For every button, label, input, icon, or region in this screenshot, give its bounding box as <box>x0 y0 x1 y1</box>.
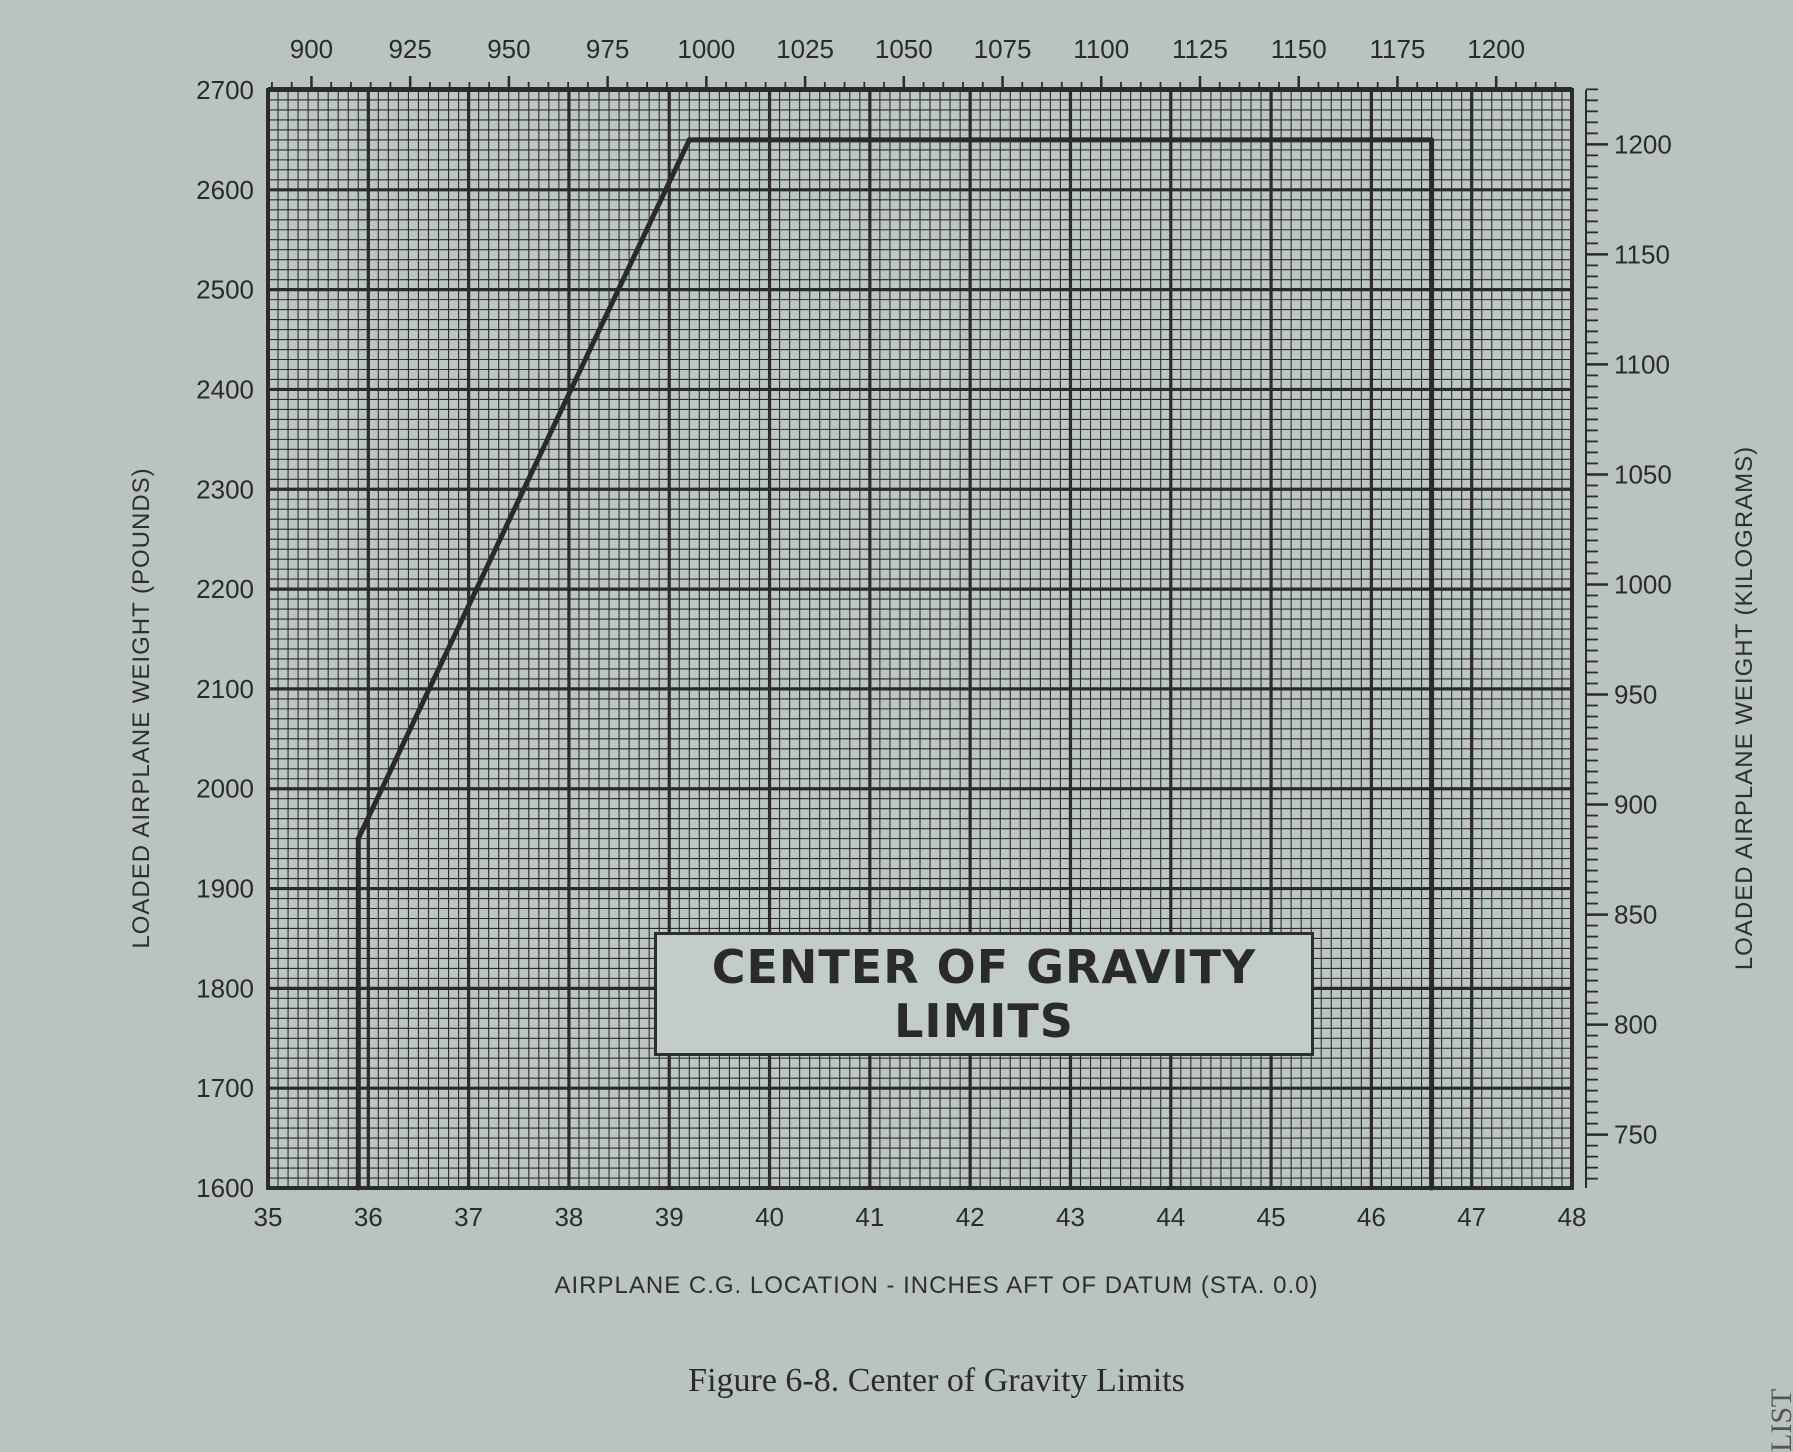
y-left-tick-label: 1700 <box>196 1073 254 1103</box>
chart-title-line-1: CENTER OF GRAVITY <box>711 940 1257 994</box>
x-tick-label: 47 <box>1457 1202 1486 1232</box>
series-layer <box>355 137 1435 1191</box>
y-left-tick-label: 2700 <box>196 75 254 105</box>
top-axis-tick-label: 1025 <box>776 34 834 64</box>
y-left-tick-label: 1900 <box>196 874 254 904</box>
x-tick-label: 37 <box>454 1202 483 1232</box>
y-left-tick-label: 2200 <box>196 574 254 604</box>
y-axis-right-title: LOADED AIRPLANE WEIGHT (KILOGRAMS) <box>1731 445 1758 971</box>
x-tick-label: 36 <box>354 1202 383 1232</box>
cg-envelope-point <box>1429 1185 1435 1191</box>
figure-caption: Figure 6-8. Center of Gravity Limits <box>688 1362 1185 1399</box>
top-axis-tick-label: 1200 <box>1467 34 1525 64</box>
right-axis-tick-label: 1200 <box>1614 129 1672 159</box>
x-tick-label: 42 <box>956 1202 985 1232</box>
top-axis-tick-label: 900 <box>290 34 333 64</box>
y-left-tick-label: 1600 <box>196 1173 254 1203</box>
x-axis-title: AIRPLANE C.G. LOCATION - INCHES AFT OF D… <box>554 1272 1319 1299</box>
axis-ticks <box>268 76 1608 1188</box>
x-tick-label: 45 <box>1257 1202 1286 1232</box>
y-left-tick-label: 2000 <box>196 774 254 804</box>
axis-tick-labels: 35 36 37 38 39 40 41 42 43 44 45 46 47 48 1600 1700 1800… <box>196 34 1672 1232</box>
x-tick-label: 39 <box>655 1202 684 1232</box>
top-axis-tick-label: 1175 <box>1369 34 1425 64</box>
x-tick-label: 35 <box>254 1202 283 1232</box>
top-axis-tick-label: 1150 <box>1271 34 1327 64</box>
x-tick-label: 43 <box>1056 1202 1085 1232</box>
y-left-tick-label: 2300 <box>196 474 254 504</box>
right-axis-tick-label: 950 <box>1614 680 1657 710</box>
top-axis-tick-label: 1000 <box>677 34 735 64</box>
cg-envelope-point <box>355 1185 361 1191</box>
right-axis-tick-label: 800 <box>1614 1010 1657 1040</box>
chart-grid <box>266 88 1574 1190</box>
chart-title-line-2: LIMITS <box>894 994 1074 1048</box>
top-axis-tick-label: 1075 <box>974 34 1032 64</box>
cg-envelope-point <box>355 836 361 842</box>
x-tick-label: 38 <box>554 1202 583 1232</box>
cg-envelope-point <box>686 137 692 143</box>
page-edge-text: LIST <box>1765 1388 1793 1452</box>
right-axis-tick-label: 900 <box>1614 790 1657 820</box>
y-left-tick-label: 2500 <box>196 275 254 305</box>
y-left-tick-label: 2400 <box>196 374 254 404</box>
x-tick-label: 46 <box>1357 1202 1386 1232</box>
top-axis-tick-label: 950 <box>487 34 530 64</box>
y-left-tick-label: 2600 <box>196 175 254 205</box>
cg-envelope-point <box>1429 137 1435 143</box>
top-axis-tick-label: 1100 <box>1073 34 1129 64</box>
right-axis-tick-label: 1000 <box>1614 569 1672 599</box>
top-axis-tick-label: 1050 <box>875 34 933 64</box>
y-left-tick-label: 2100 <box>196 674 254 704</box>
top-axis-tick-label: 1125 <box>1172 34 1228 64</box>
top-axis-tick-label: 925 <box>388 34 431 64</box>
x-tick-label: 41 <box>855 1202 884 1232</box>
y-left-tick-label: 1800 <box>196 973 254 1003</box>
right-axis-tick-label: 1050 <box>1614 459 1672 489</box>
top-axis-tick-label: 975 <box>586 34 629 64</box>
right-axis-tick-label: 1100 <box>1614 349 1670 379</box>
right-axis-tick-label: 1150 <box>1614 239 1670 269</box>
x-tick-label: 48 <box>1558 1202 1587 1232</box>
x-tick-label: 40 <box>755 1202 784 1232</box>
right-axis-tick-label: 850 <box>1614 900 1657 930</box>
plot-border <box>266 88 1574 1190</box>
x-tick-label: 44 <box>1156 1202 1185 1232</box>
chart-title-box: CENTER OF GRAVITY LIMITS <box>654 932 1314 1056</box>
right-axis-tick-label: 750 <box>1614 1120 1657 1150</box>
y-axis-left-title: LOADED AIRPLANE WEIGHT (POUNDS) <box>128 467 155 949</box>
